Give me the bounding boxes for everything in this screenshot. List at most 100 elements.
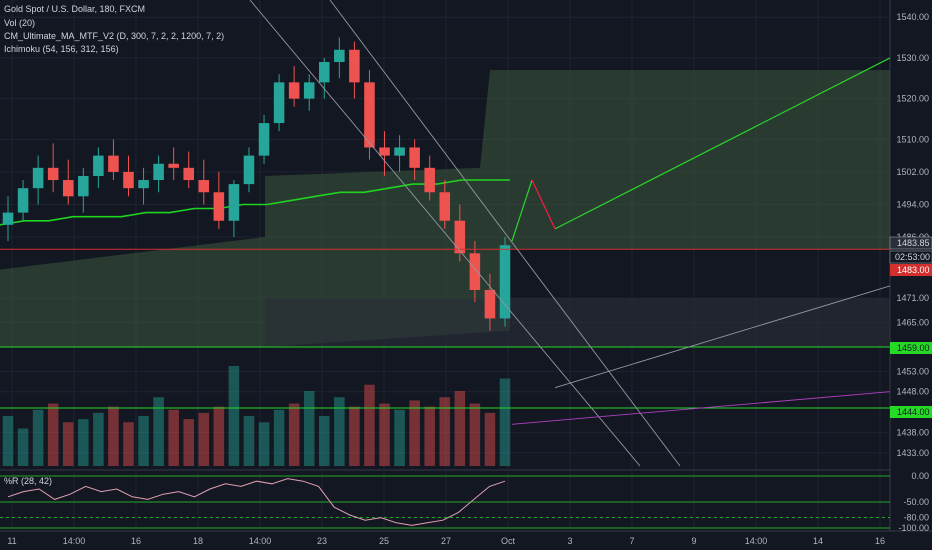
- volume-bar: [32, 409, 44, 466]
- candle-body: [484, 289, 496, 319]
- candle-body: [2, 212, 14, 225]
- price-tag-green-low-text: 1444.00: [897, 407, 930, 417]
- volume-bar: [138, 416, 149, 466]
- volume-bar: [78, 419, 89, 466]
- price-axis-label: 1453.00: [896, 366, 929, 376]
- legend-title: Gold Spot / U.S. Dollar, 180, FXCM: [4, 4, 145, 14]
- price-axis-label: 1448.00: [896, 387, 929, 397]
- wr-line: [7, 478, 506, 526]
- candle-body: [394, 147, 405, 156]
- wr-axis-label: -100.00: [898, 523, 929, 533]
- price-axis-label: 1465.00: [896, 318, 929, 328]
- time-axis-label: 3: [567, 536, 572, 546]
- candle-body: [62, 180, 74, 197]
- candle-body: [424, 167, 435, 193]
- price-tag-green-high-text: 1459.00: [897, 343, 930, 353]
- time-axis-label: 27: [441, 536, 451, 546]
- price-tag-current: 1483.85: [889, 236, 932, 250]
- time-axis-label: 11: [7, 536, 16, 546]
- time-axis-label: 16: [875, 536, 885, 546]
- price-axis-label: 1520.00: [896, 94, 929, 104]
- volume-bar: [424, 406, 435, 466]
- price-axis-label: 1530.00: [896, 53, 929, 63]
- volume-bar: [288, 403, 300, 466]
- price-tag-green-high: 1459.00: [890, 342, 932, 354]
- price-tag-green-low: 1444.00: [890, 406, 932, 418]
- volume-bar: [484, 412, 496, 466]
- volume-bar: [108, 406, 119, 466]
- horizontal-levels: [0, 248, 890, 409]
- candle-body: [32, 167, 44, 189]
- candle-body: [454, 220, 466, 254]
- price-axis-label: 1510.00: [896, 134, 929, 144]
- volume-bar: [153, 397, 164, 466]
- candle-body: [303, 82, 315, 99]
- volume-bar: [349, 406, 360, 466]
- volume-bar: [243, 416, 255, 466]
- candle-body: [379, 147, 390, 156]
- candle-body: [123, 171, 134, 189]
- legend-williams: %R (28, 42): [4, 476, 52, 486]
- legend-volume: Vol (20): [4, 18, 35, 28]
- volume-bar: [469, 403, 481, 466]
- volume-bar: [62, 422, 74, 466]
- candle-body: [183, 167, 194, 181]
- candle-body: [273, 82, 285, 124]
- price-axis-label: 1438.00: [896, 427, 929, 437]
- candle-body: [138, 180, 149, 189]
- volume-bar: [2, 416, 14, 466]
- volume-bar: [198, 412, 210, 466]
- trend-drawings: [249, 0, 891, 467]
- volume-bar: [499, 378, 511, 466]
- price-tag-current-text: 1483.85: [897, 238, 930, 248]
- volume-bar: [93, 412, 104, 466]
- volume-bars: [2, 366, 511, 466]
- time-axis-label: 18: [193, 536, 203, 546]
- volume-bar: [228, 366, 240, 466]
- time-axis-label: Oct: [501, 536, 516, 546]
- volume-bar: [273, 409, 285, 466]
- volume-bar: [303, 391, 315, 466]
- volume-bar: [319, 416, 330, 466]
- candle-body: [93, 155, 104, 176]
- projection-down-line: [531, 179, 556, 230]
- projection-up-line: [511, 179, 533, 242]
- candle-body: [228, 184, 240, 221]
- candle-body: [288, 82, 300, 99]
- countdown-tag: 02:53:00: [889, 250, 932, 264]
- candle-body: [319, 61, 330, 83]
- candlestick-series: [2, 37, 511, 331]
- trend-channel-lower: [329, 0, 681, 467]
- candle-body: [17, 188, 29, 213]
- candle-body: [409, 147, 420, 168]
- candle-body: [47, 167, 59, 181]
- wr-axis-label: -50.00: [903, 497, 929, 507]
- time-axis-label: 14: [813, 536, 823, 546]
- time-axis-label: 16: [131, 536, 141, 546]
- volume-bar: [454, 391, 466, 466]
- price-axis-label: 1502.00: [896, 167, 929, 177]
- legend-ma: CM_Ultimate_MA_MTF_V2 (D, 300, 7, 2, 2, …: [4, 31, 224, 41]
- candle-body: [108, 155, 119, 172]
- volume-bar: [168, 409, 179, 466]
- projection-rise-line: [554, 57, 891, 230]
- volume-bar: [394, 409, 405, 466]
- price-axis-label: 1433.00: [896, 448, 929, 458]
- volume-bar: [334, 397, 345, 466]
- volume-bar: [47, 403, 59, 466]
- price-axis-label: 1540.00: [896, 12, 929, 22]
- trend-purple-line: [511, 391, 891, 425]
- time-axis-label: 14:00: [745, 536, 768, 546]
- candle-body: [78, 175, 89, 197]
- price-axis-label: 1494.00: [896, 199, 929, 209]
- candle-body: [243, 155, 255, 185]
- trend-channel-upper: [249, 0, 641, 467]
- countdown-tag-text: 02:53:00: [895, 252, 930, 262]
- volume-bar: [379, 403, 390, 466]
- candle-body: [469, 253, 481, 290]
- volume-bar: [123, 422, 134, 466]
- volume-bar: [258, 422, 270, 466]
- time-axis-label: 7: [629, 536, 634, 546]
- candle-body: [168, 163, 179, 168]
